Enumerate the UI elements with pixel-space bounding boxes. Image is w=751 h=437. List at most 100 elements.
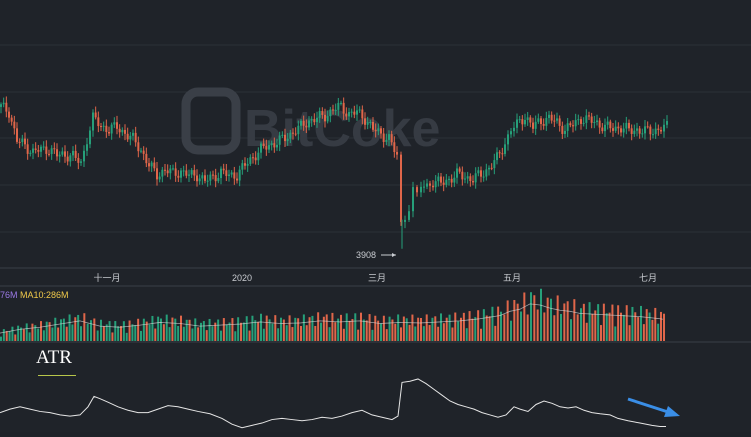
- candle: [345, 107, 348, 120]
- candle-body: [326, 116, 329, 122]
- candle: [273, 137, 276, 153]
- volume-bar: [357, 329, 360, 341]
- volume-bar: [197, 327, 200, 341]
- volume-bar: [177, 326, 180, 341]
- candle: [337, 97, 340, 116]
- volume-bar: [20, 327, 22, 341]
- candle-body: [364, 118, 366, 125]
- candle: [124, 124, 126, 141]
- candle-body: [34, 148, 37, 150]
- candle-body: [332, 109, 334, 111]
- candle-body: [369, 121, 372, 123]
- volume-bar: [570, 319, 572, 341]
- candle: [649, 124, 652, 141]
- volume-bar: [591, 314, 594, 341]
- candle-body: [134, 132, 137, 143]
- candle: [302, 115, 305, 131]
- candle-body: [40, 146, 42, 152]
- volume-bar: [523, 292, 526, 341]
- volume-bar: [114, 321, 117, 341]
- volume-bar: [351, 319, 354, 341]
- candle: [94, 106, 97, 120]
- volume-bar: [60, 319, 62, 341]
- volume-bar: [582, 303, 585, 341]
- volume-bar: [425, 314, 428, 341]
- candle-body: [50, 148, 53, 154]
- candle: [148, 158, 150, 172]
- candle: [220, 166, 222, 185]
- candle: [278, 131, 281, 152]
- candle-body: [448, 178, 450, 180]
- candle-body: [485, 169, 488, 177]
- volume-bar: [100, 319, 102, 341]
- volume-bar: [617, 305, 620, 341]
- candle: [113, 117, 116, 129]
- candle-body: [105, 125, 108, 132]
- candle-body: [273, 143, 276, 148]
- candle: [34, 142, 37, 154]
- candle: [326, 110, 329, 124]
- candle-body: [257, 152, 260, 161]
- candle-body: [294, 133, 297, 135]
- candle-body: [545, 117, 548, 126]
- candle: [174, 162, 177, 182]
- candle: [177, 170, 180, 183]
- volume-bar: [488, 316, 491, 341]
- candle-body: [297, 125, 300, 135]
- candle-body: [350, 111, 353, 113]
- candle: [334, 103, 337, 115]
- candle: [516, 113, 518, 134]
- candle-body: [126, 133, 129, 140]
- volume-bar: [288, 315, 291, 341]
- candle: [58, 151, 61, 163]
- volume-bar: [257, 321, 260, 341]
- candle-body: [61, 151, 64, 155]
- candle: [332, 104, 334, 115]
- volume-bar: [560, 313, 562, 341]
- volume-bar: [274, 315, 277, 341]
- candle-body: [313, 119, 316, 123]
- candle: [153, 157, 156, 172]
- candle: [212, 170, 214, 180]
- volume-bar: [271, 323, 274, 341]
- volume-bar: [320, 322, 322, 341]
- x-tick-label: 十一月: [93, 272, 120, 283]
- candle: [580, 116, 582, 130]
- candle: [524, 113, 526, 127]
- candle: [53, 142, 56, 154]
- volume-bar: [663, 313, 665, 341]
- candle: [358, 106, 361, 113]
- candle-body: [340, 102, 342, 104]
- candle-body: [246, 163, 249, 166]
- volume-bar: [526, 314, 529, 341]
- candle: [507, 130, 509, 151]
- candle-body: [97, 117, 100, 127]
- volume-bar: [291, 327, 294, 341]
- volume-bar: [540, 288, 542, 341]
- candle: [230, 170, 233, 178]
- candle-body: [172, 168, 174, 170]
- candle: [310, 116, 313, 127]
- candle: [548, 110, 550, 124]
- candle: [582, 117, 585, 127]
- volume-bar: [68, 314, 71, 341]
- candle-body: [230, 172, 233, 175]
- volume-bar: [188, 319, 191, 341]
- candle: [596, 114, 598, 126]
- volume-bar: [503, 314, 506, 341]
- volume-bar: [314, 325, 317, 341]
- candle: [448, 176, 450, 186]
- volume-bar: [80, 326, 82, 341]
- volume-bar: [468, 311, 471, 341]
- candle-body: [212, 174, 214, 176]
- candle-body: [440, 176, 442, 183]
- volume-bar: [31, 323, 34, 341]
- volume-bar: [208, 318, 211, 341]
- candle: [89, 126, 91, 149]
- candle-body: [254, 157, 257, 161]
- volume-bar: [57, 327, 60, 341]
- volume-bar: [214, 322, 217, 341]
- candle: [564, 124, 566, 138]
- candle: [321, 107, 324, 119]
